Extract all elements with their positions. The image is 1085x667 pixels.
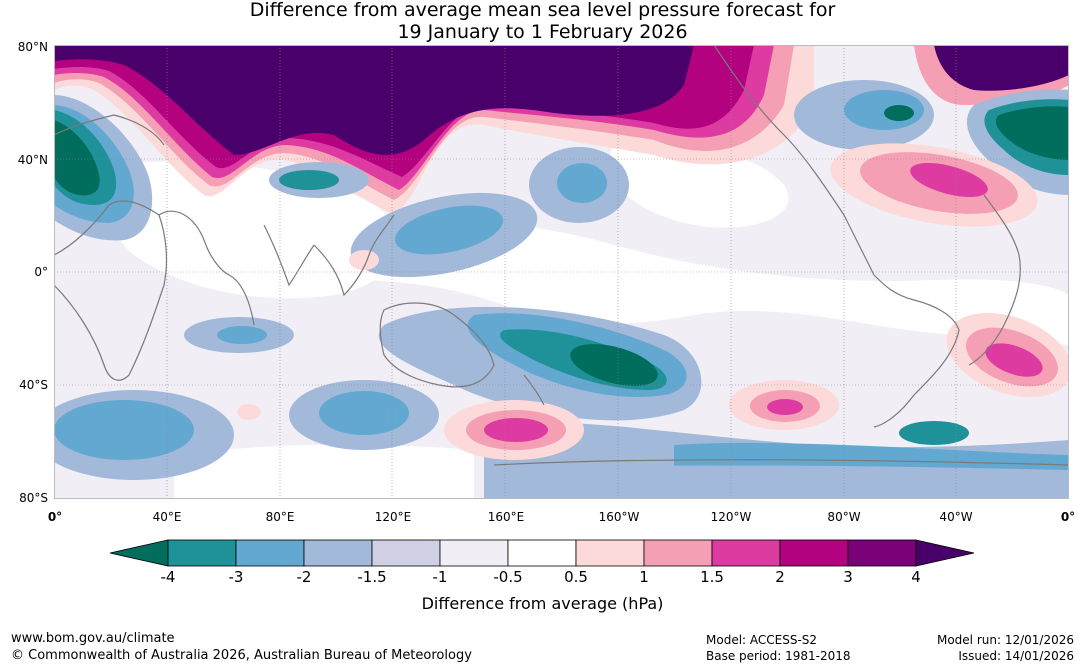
- lat-label-80s: 80°S: [19, 491, 48, 505]
- colorbar-cell: [711, 539, 781, 567]
- lon-label-40w: 40°W: [939, 510, 973, 524]
- n-pacific-low-core: [557, 163, 607, 203]
- lon-label-120w: 120°W: [710, 510, 752, 524]
- graticule: [54, 45, 1069, 499]
- antarctic-coast-band: [494, 465, 1069, 499]
- colorbar-tick-label: -1: [432, 568, 448, 586]
- colorbar-tick-label: -0.5: [493, 568, 523, 586]
- colorbar-tick-label: 0.5: [564, 568, 588, 586]
- indian-ocean-low-core: [217, 326, 267, 344]
- s-indian-small-high: [237, 404, 261, 420]
- lat-label-equator: 0°: [34, 265, 48, 279]
- s-indian-low-core: [54, 400, 194, 460]
- footer-copyright: © Commonwealth of Australia 2026, Austra…: [11, 648, 472, 663]
- greenland-high-core: [934, 45, 1069, 91]
- neutral-patch-south: [174, 444, 474, 499]
- colorbar-tick-label: -3: [228, 568, 244, 586]
- lat-label-80n: 80°N: [17, 40, 48, 54]
- colorbar-cell: [643, 539, 713, 567]
- colorbar-cell: [575, 539, 645, 567]
- antarctic-low-core: [899, 421, 969, 445]
- map-frame: [54, 45, 1069, 499]
- colorbar-tick-label: 3: [843, 568, 853, 586]
- europe-low-core: [54, 120, 100, 196]
- w-pacific-small-high: [349, 250, 379, 270]
- footer-issued: Issued: 14/01/2026: [958, 649, 1074, 663]
- footer-model: Model: ACCESS-S2: [706, 633, 818, 647]
- lon-label-80e: 80°E: [265, 510, 295, 524]
- lon-label-0-right: 0°: [1060, 510, 1076, 524]
- colorbar-tick-label: -4: [160, 568, 176, 586]
- tibet-low-core: [279, 170, 339, 190]
- nw-pacific-low-core: [395, 205, 503, 255]
- colorbar-cell: [439, 539, 509, 567]
- lon-label-120e: 120°E: [374, 510, 412, 524]
- colorbar-cell: [303, 539, 373, 567]
- colorbar-arrow-low: [109, 539, 169, 567]
- colorbar-tick-label: 1.5: [700, 568, 724, 586]
- colorbar-tick-label: -2: [296, 568, 312, 586]
- s-pacific-high-core: [484, 418, 548, 442]
- arctic-high-core: [54, 45, 694, 155]
- coastlines: [54, 45, 1069, 466]
- colorbar-units-label: Difference from average (hPa): [421, 594, 664, 613]
- colorbar-cell: [847, 539, 917, 567]
- colorbar: [109, 539, 975, 567]
- colorbar-cell: [507, 539, 577, 567]
- canada-low-core: [884, 105, 914, 121]
- n-atlantic-high-core: [910, 162, 988, 198]
- colorbar-cell: [779, 539, 849, 567]
- map-title-line-2: 19 January to 1 February 2026: [397, 21, 688, 43]
- lon-label-160e: 160°E: [487, 510, 525, 524]
- colorbar-tick-label: -1.5: [357, 568, 387, 586]
- lon-label-80w: 80°W: [827, 510, 861, 524]
- n-atlantic-low-core: [995, 106, 1069, 160]
- colorbar-tick-label: 2: [775, 568, 785, 586]
- se-pacific-high-core: [767, 399, 803, 415]
- neutral-patch-atlantic: [609, 143, 789, 228]
- lon-label-160w: 160°W: [598, 510, 640, 524]
- map-title-line-1: Difference from average mean sea level p…: [249, 0, 836, 21]
- s-atlantic-high-core: [985, 343, 1043, 377]
- footer-website: www.bom.gov.au/climate: [11, 631, 175, 646]
- s-pacific-low-core: [570, 344, 658, 386]
- s-australia-low-core: [319, 391, 409, 435]
- colorbar-tick-label: 4: [911, 568, 921, 586]
- colorbar-tick-label: 1: [639, 568, 649, 586]
- colorbar-cell: [235, 539, 305, 567]
- lon-label-40e: 40°E: [152, 510, 182, 524]
- colorbar-arrow-high: [915, 539, 975, 567]
- footer-model-run: Model run: 12/01/2026: [936, 633, 1074, 647]
- footer-base-period: Base period: 1981-2018: [706, 649, 851, 663]
- colorbar-cell: [167, 539, 237, 567]
- lon-label-0-left: 0°: [47, 510, 63, 524]
- pressure-anomaly-map: [54, 45, 1069, 499]
- lat-label-40n: 40°N: [17, 153, 48, 167]
- lat-label-40s: 40°S: [19, 378, 48, 392]
- colorbar-cell: [371, 539, 441, 567]
